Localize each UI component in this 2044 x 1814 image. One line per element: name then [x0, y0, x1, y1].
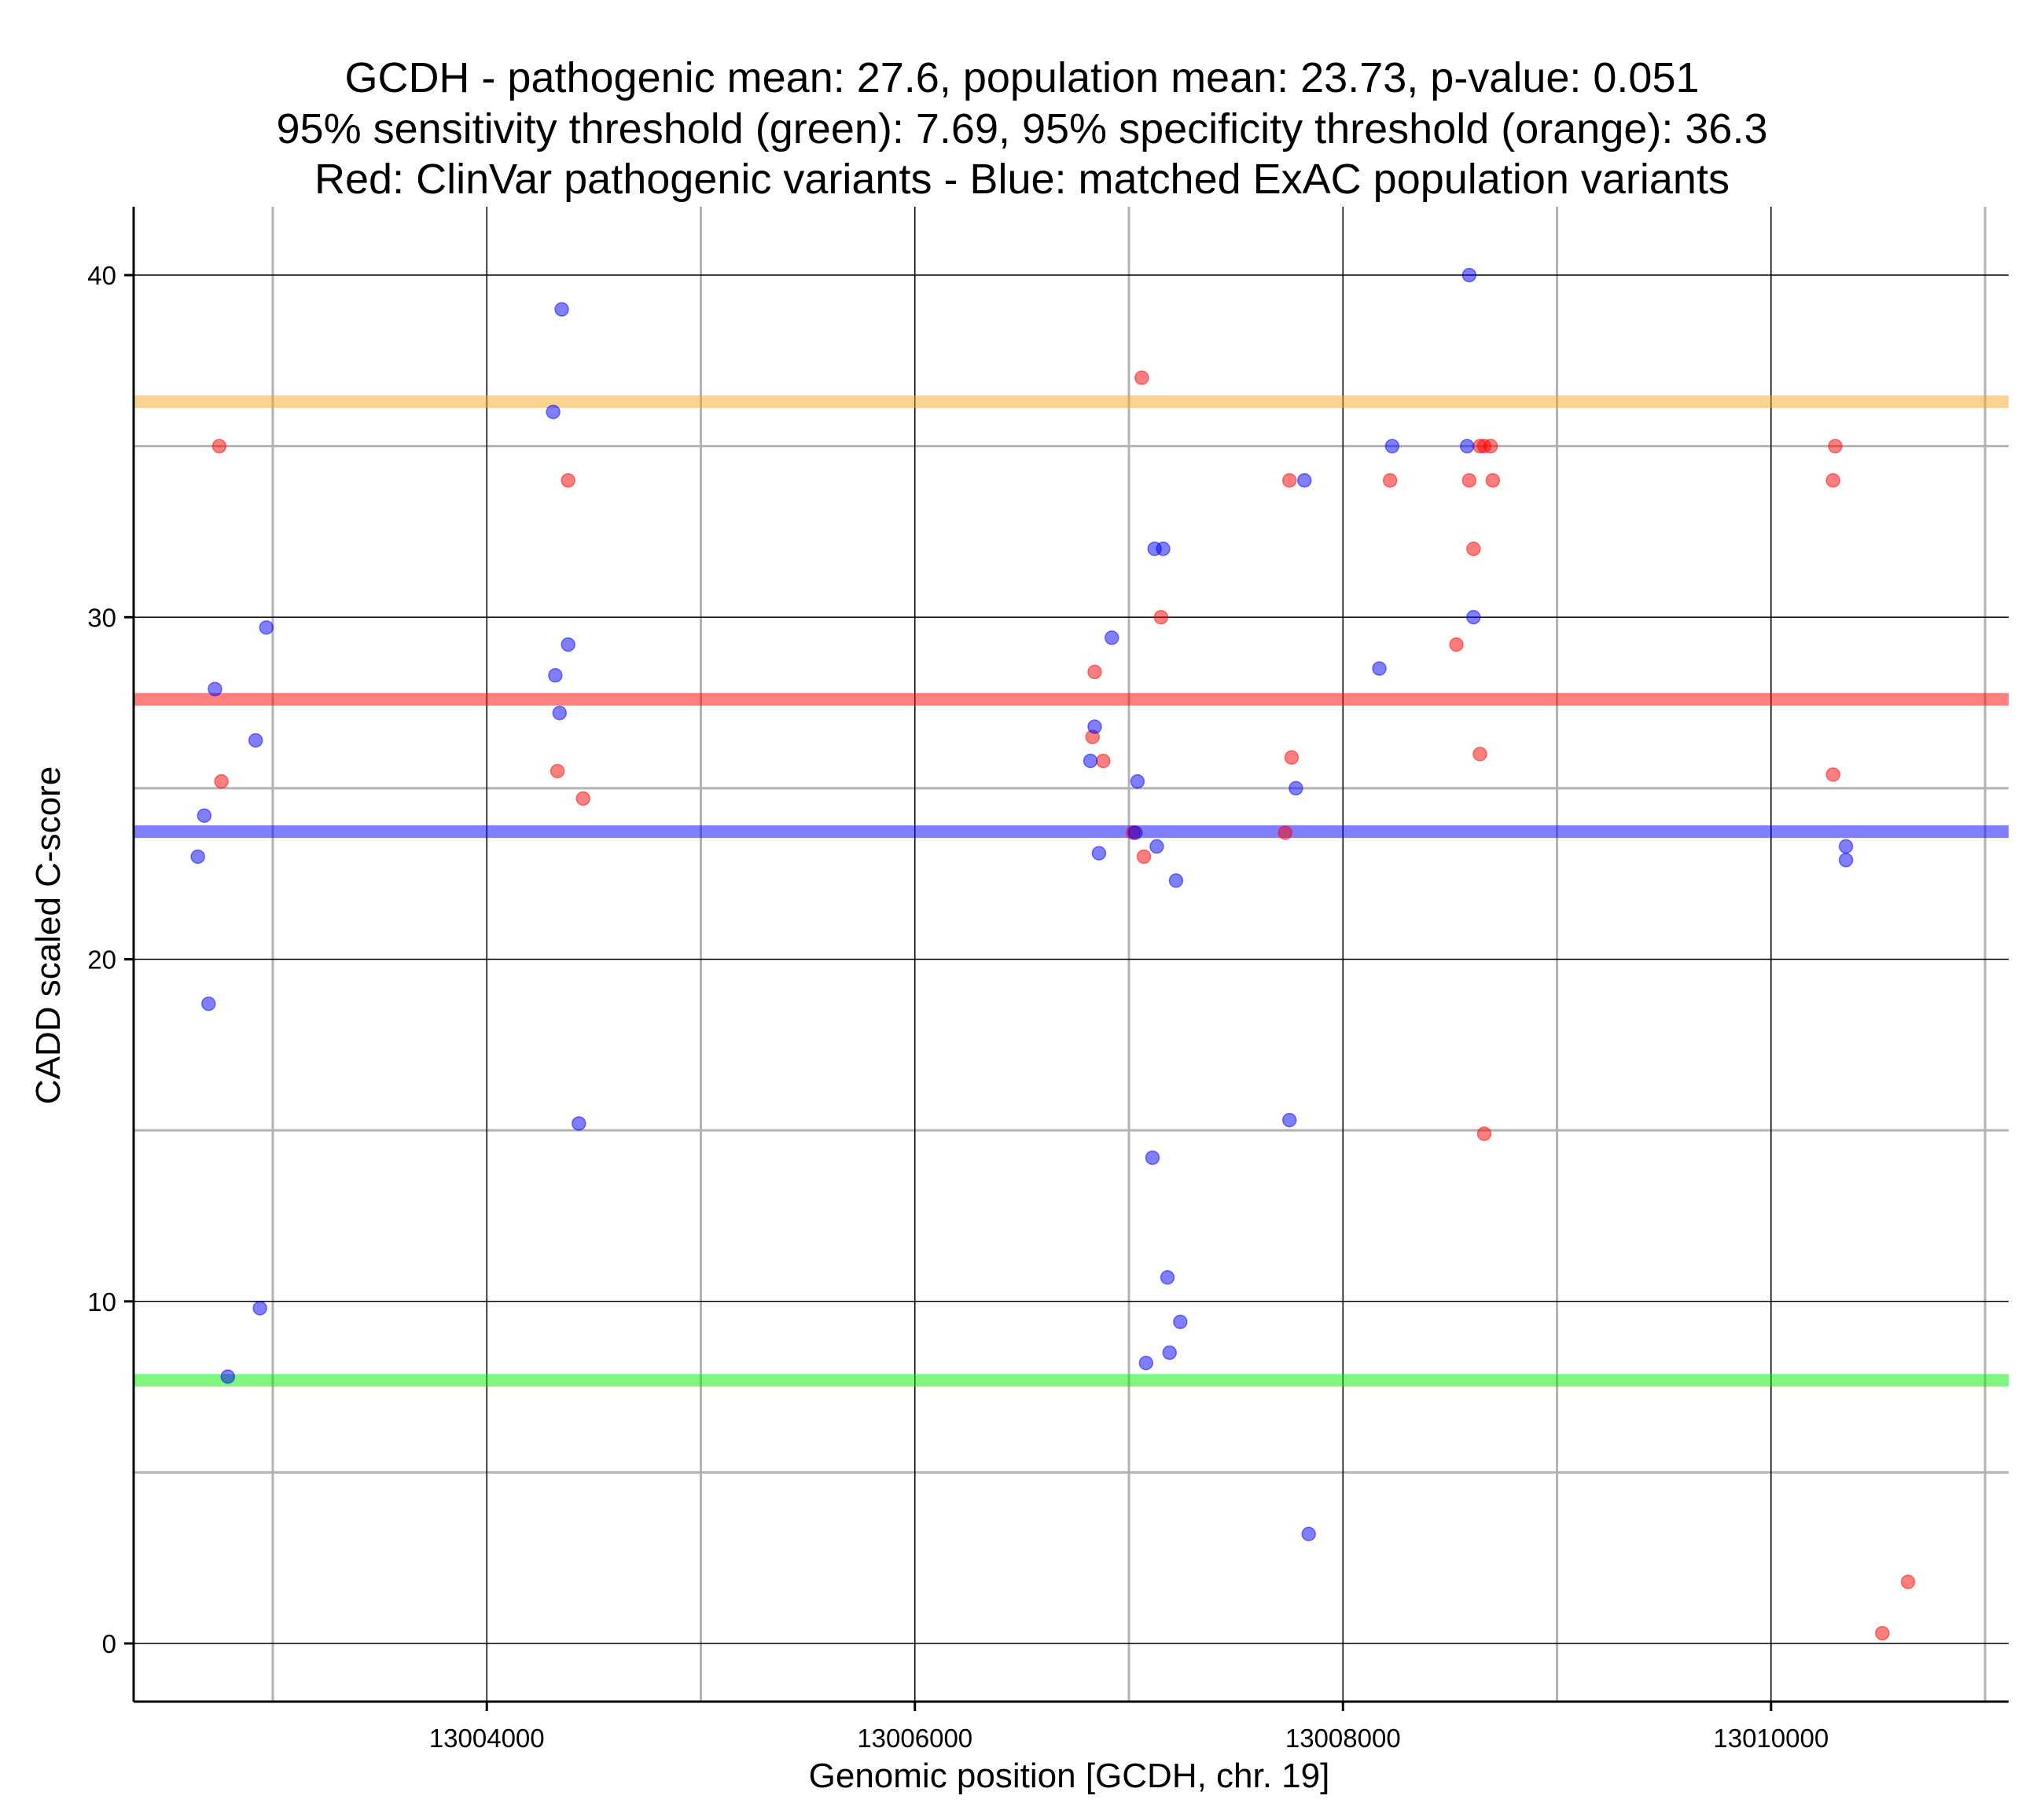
pathogenic-point — [1825, 767, 1840, 782]
population-point — [1289, 780, 1303, 796]
y-tick-label: 40 — [87, 261, 116, 290]
chart-title-line-3: Red: ClinVar pathogenic variants - Blue:… — [314, 156, 1730, 203]
tick-labels: 0 10 20 30 40 13004000 13006000 13008000 1301000… — [87, 261, 1829, 1753]
y-axis-label: CADD scaled C-score — [29, 766, 68, 1105]
y-tick-label: 30 — [87, 603, 116, 632]
pathogenic-point — [1476, 1126, 1492, 1141]
threshold-lines — [134, 395, 2009, 1387]
population-point — [1838, 853, 1854, 868]
y-tick-label: 10 — [87, 1287, 116, 1316]
pathogenic-point — [1134, 370, 1149, 385]
population-point — [1838, 839, 1854, 854]
pathogenic-point — [1828, 439, 1843, 454]
axes — [124, 207, 2009, 1711]
population-point — [554, 302, 569, 317]
pathogenic-point — [1875, 1625, 1890, 1641]
population-point — [1138, 1355, 1154, 1371]
population-point — [1281, 1112, 1297, 1128]
pathogenic-point — [561, 472, 575, 488]
pathogenic-point — [1153, 610, 1169, 625]
population-point — [1162, 1345, 1177, 1360]
population-point — [1301, 1526, 1316, 1541]
population-point — [548, 668, 563, 683]
population-point — [1459, 439, 1475, 454]
pathogenic-point — [1281, 472, 1297, 488]
pathogenic-point — [1483, 439, 1498, 454]
population-point — [1461, 267, 1477, 283]
y-tick-label: 20 — [87, 946, 116, 975]
x-tick-label: 13004000 — [429, 1724, 545, 1753]
population-point — [1384, 439, 1400, 454]
population-point — [1130, 773, 1145, 789]
population-point — [1083, 753, 1098, 769]
pathogenic-point — [1096, 753, 1111, 769]
population-point — [252, 1301, 267, 1316]
population-point — [1168, 873, 1184, 888]
population-point — [197, 808, 212, 823]
pathogenic-point — [1900, 1574, 1916, 1589]
x-tick-label: 13008000 — [1285, 1724, 1401, 1753]
population-point — [201, 996, 216, 1012]
pathogenic-point — [550, 763, 565, 779]
population-point — [1297, 472, 1312, 488]
population-point — [552, 705, 568, 721]
pathogenic-point — [1136, 849, 1152, 865]
population-point — [248, 733, 263, 748]
data-points — [190, 267, 1916, 1641]
pathogenic-point — [1472, 747, 1487, 762]
pathogenic-point — [1278, 825, 1293, 840]
population-point — [220, 1369, 236, 1384]
chart-title-line-2: 95% sensitivity threshold (green): 7.69,… — [276, 105, 1768, 152]
population-point — [561, 637, 575, 652]
y-tick-label: 0 — [102, 1629, 116, 1658]
pathogenic-point — [1382, 472, 1398, 488]
population-point — [1173, 1314, 1188, 1330]
minor-gridlines — [134, 207, 2009, 1702]
population-point — [1149, 839, 1164, 854]
pathogenic-point — [211, 439, 227, 454]
population-point — [190, 849, 205, 865]
population-point — [1160, 1270, 1175, 1285]
x-axis-label: Genomic position [GCDH, chr. 19] — [808, 1757, 1330, 1795]
x-tick-label: 13010000 — [1713, 1724, 1829, 1753]
pathogenic-point — [1485, 472, 1501, 488]
population-point — [1145, 1150, 1160, 1166]
pathogenic-point — [1466, 541, 1481, 556]
population-point — [1104, 630, 1119, 645]
pathogenic-point — [575, 791, 590, 806]
population-point — [1372, 661, 1387, 676]
population-point — [1156, 541, 1171, 556]
pathogenic-point — [214, 773, 229, 789]
population-point — [208, 681, 222, 696]
population-point — [259, 620, 274, 635]
pathogenic-point — [1461, 472, 1477, 488]
population-point — [1466, 610, 1481, 625]
x-tick-label: 13006000 — [857, 1724, 972, 1753]
population-point — [572, 1116, 586, 1131]
population-point — [1087, 719, 1102, 734]
pathogenic-point — [1087, 664, 1102, 680]
population-point — [1127, 825, 1143, 840]
population-point — [546, 404, 561, 420]
population-point — [1091, 846, 1107, 861]
major-gridlines — [134, 207, 2009, 1702]
pathogenic-point — [1825, 472, 1840, 488]
pathogenic-point — [1284, 750, 1300, 765]
chart-title-line-1: GCDH - pathogenic mean: 27.6, population… — [344, 54, 1700, 101]
pathogenic-point — [1449, 637, 1464, 652]
